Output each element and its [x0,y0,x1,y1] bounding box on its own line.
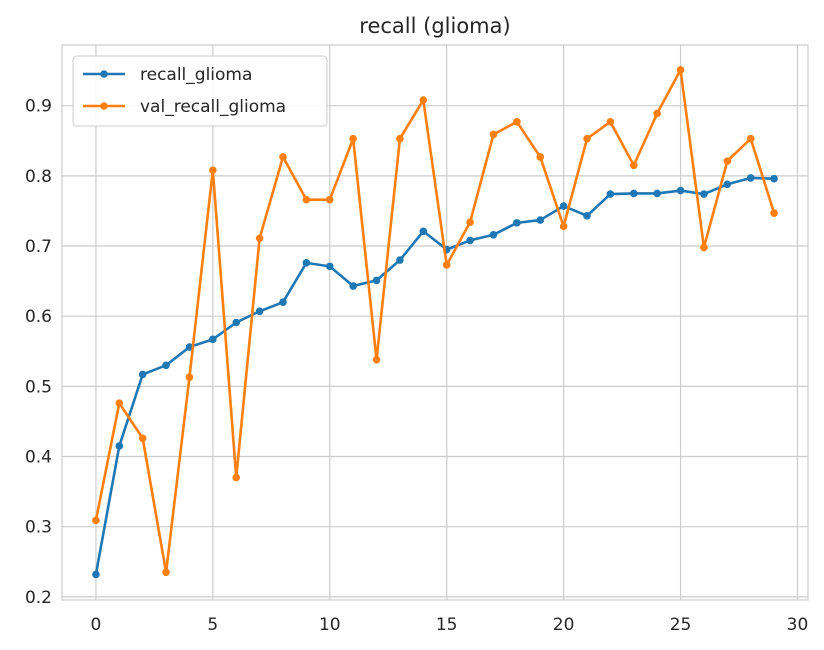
data-point [325,195,334,204]
data-point [255,307,264,316]
data-point [700,190,708,198]
data-point [466,236,474,245]
x-tick-label: 10 [319,615,341,635]
data-point [209,166,217,175]
data-point [396,134,404,143]
data-point [325,262,334,271]
x-tick-label: 20 [553,615,575,635]
series-recall_glioma [92,174,778,579]
data-point [536,216,545,224]
data-point [279,153,287,161]
data-point [232,318,241,327]
data-point [653,109,661,118]
axis-ticks: 0 5 10 15 20 25 30 0.2 0.3 0.4 0.5 0.6 0.7 0.8 0.9 [25,97,808,635]
y-tick-label: 0.8 [25,167,52,187]
y-tick-label: 0.5 [25,377,52,397]
data-point [536,153,545,161]
legend-marker [100,102,108,110]
data-point [279,298,287,306]
data-point [419,227,428,236]
legend-item: recall_glioma [83,65,252,85]
legend-box [72,55,328,127]
legend-marker [100,70,108,78]
x-tick-label: 0 [90,615,101,635]
data-point [583,134,591,143]
x-tick-label: 15 [436,615,458,635]
series-val_recall_glioma [92,66,778,577]
data-point [700,243,708,252]
y-tick-label: 0.7 [25,237,52,257]
data-point [629,189,638,198]
data-point [302,195,311,204]
data-point [583,212,591,220]
data-point [676,66,685,74]
data-point [513,118,521,126]
data-point [349,282,357,290]
data-point [372,355,381,364]
data-point [723,180,732,189]
data-point [746,134,755,143]
legend-label: recall_glioma [140,65,252,85]
data-point [92,516,100,525]
data-point [396,256,404,264]
data-point [372,276,381,285]
data-point [770,209,778,217]
series-layer [92,66,778,579]
data-point [255,234,264,243]
series-line [94,68,776,574]
chart-title: recall (glioma) [359,14,510,38]
data-point [115,442,124,450]
legend-label: val_recall_glioma [140,97,286,117]
data-point [513,219,521,227]
data-point [770,174,778,183]
data-point [349,134,357,143]
series-line [94,176,775,575]
legend-item: val_recall_glioma [83,97,286,117]
data-point [162,568,170,577]
data-point [115,399,124,407]
data-point [559,202,568,210]
data-point [232,473,241,482]
data-point [606,190,615,198]
data-point [676,186,685,195]
data-point [746,174,755,182]
y-tick-label: 0.2 [25,588,52,608]
data-point [92,570,100,579]
data-point [209,335,217,344]
x-tick-label: 30 [787,615,809,635]
data-point [653,189,661,198]
data-point [559,222,568,231]
data-point [442,261,451,269]
data-point [489,230,498,239]
data-point [723,157,732,165]
y-tick-label: 0.3 [25,518,52,538]
data-point [162,361,170,370]
y-tick-label: 0.6 [25,307,52,327]
y-tick-label: 0.4 [25,448,52,468]
data-point [419,96,428,104]
plot-area-frame [61,44,809,601]
x-tick-label: 25 [670,615,692,635]
legend: recall_glioma val_recall_glioma [72,55,328,127]
x-tick-label: 5 [207,615,218,635]
data-point [629,161,638,170]
data-point [606,118,615,126]
data-point [302,259,311,267]
data-point [138,370,147,379]
data-point [466,218,474,226]
data-point [185,373,194,382]
data-point [138,434,147,443]
data-point [489,130,498,139]
y-tick-label: 0.9 [25,97,52,117]
